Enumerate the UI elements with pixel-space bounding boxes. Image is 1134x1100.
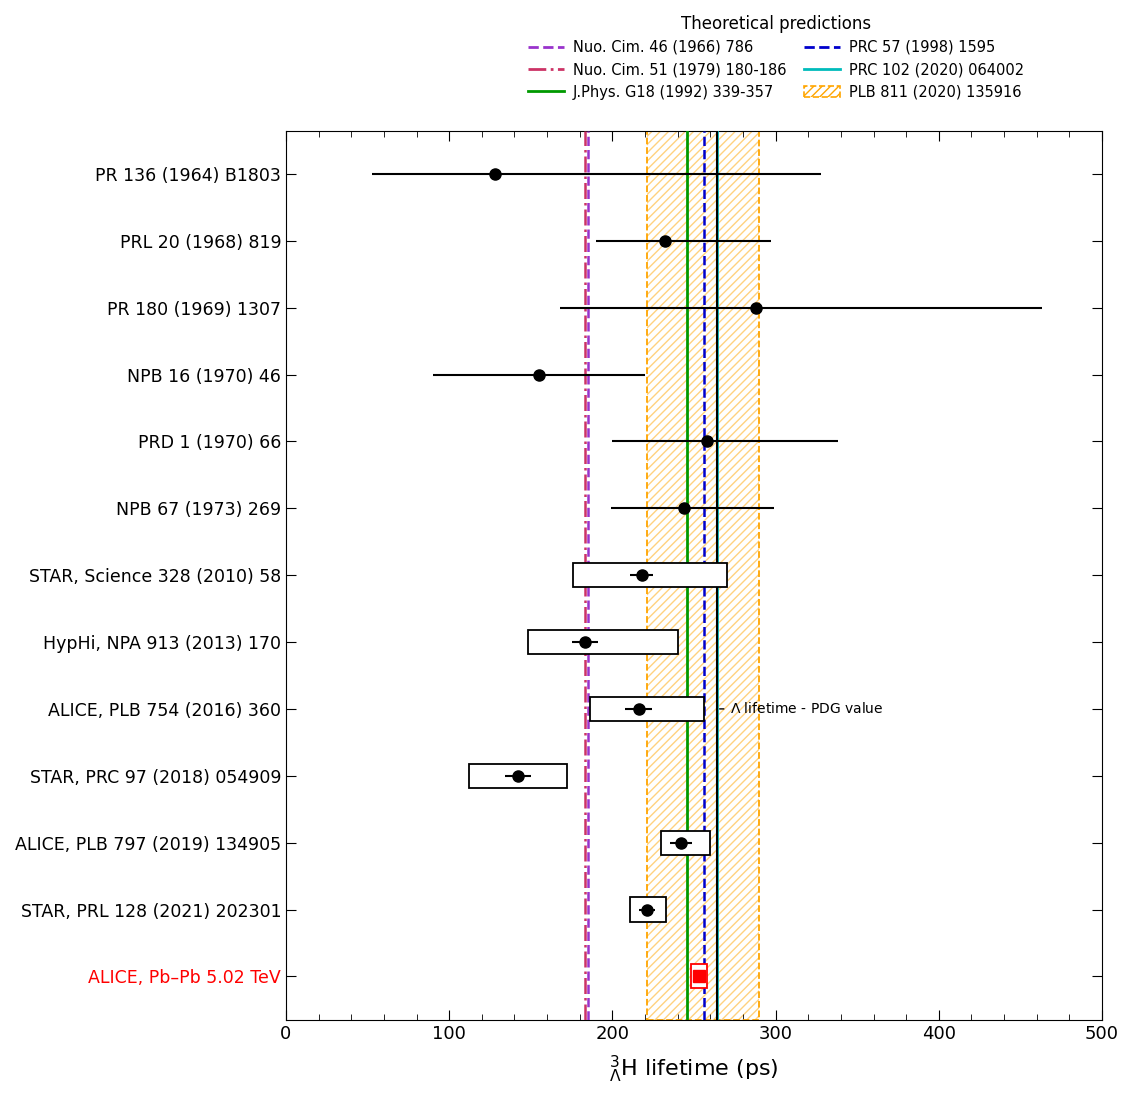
Bar — [590, 697, 704, 720]
Legend: Nuo. Cim. 46 (1966) 786, Nuo. Cim. 51 (1979) 180-186, J.Phys. G18 (1992) 339-357: Nuo. Cim. 46 (1966) 786, Nuo. Cim. 51 (1… — [522, 9, 1030, 106]
Bar — [468, 763, 567, 788]
Bar — [527, 630, 678, 654]
Bar — [691, 965, 708, 989]
Bar — [661, 830, 710, 855]
Bar — [646, 131, 760, 1020]
Text: $\Lambda$ lifetime - PDG value: $\Lambda$ lifetime - PDG value — [730, 702, 883, 716]
Bar — [573, 563, 727, 587]
X-axis label: $^{3}_{\Lambda}$H lifetime (ps): $^{3}_{\Lambda}$H lifetime (ps) — [609, 1054, 779, 1085]
Bar — [631, 898, 667, 922]
Bar — [646, 131, 760, 1020]
